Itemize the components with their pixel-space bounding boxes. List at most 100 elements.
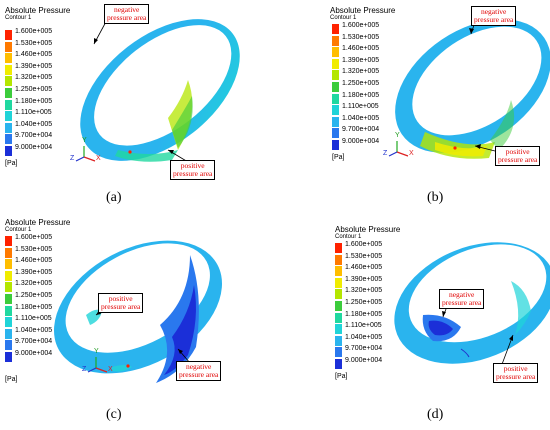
legend-swatch	[5, 352, 12, 362]
legend-tick-label: 9.700e+004	[15, 338, 53, 346]
legend-swatch	[332, 116, 339, 127]
legend-tick-label: 1.040e+005	[15, 120, 53, 128]
legend-swatch	[335, 347, 342, 358]
legend-tick-label: 1.530e+005	[15, 245, 53, 253]
legend-tick-label: 1.530e+005	[15, 39, 53, 47]
legend-swatch	[5, 247, 12, 258]
legend-tick-label: 1.390e+005	[342, 56, 380, 64]
legend-swatch	[5, 305, 12, 316]
axis-label-z: Z	[383, 150, 388, 157]
legend-title: Absolute Pressure	[335, 225, 401, 234]
callout-positive-pressure: positive pressure area	[98, 293, 144, 313]
axes-triad	[388, 141, 409, 157]
legend-swatch	[335, 324, 342, 335]
legend-tick-label: 1.600e+005	[342, 22, 380, 29]
legend-tick-label: 1.180e+005	[15, 303, 53, 311]
legend-swatch	[335, 289, 342, 300]
legend-tick-label: 1.530e+005	[342, 33, 380, 41]
panel-d: Absolute Pressure Contour 1 [Pa] negativ…	[275, 215, 550, 430]
callout-positive-pressure: positive pressure area	[170, 160, 216, 180]
ring-contour-plot	[395, 19, 550, 159]
panel-caption: (d)	[427, 407, 444, 422]
axis-label-y: Y	[395, 132, 400, 139]
panel-caption: (b)	[427, 190, 444, 205]
legend-tick-label: 1.320e+005	[342, 68, 380, 76]
legend-swatch	[5, 99, 12, 110]
legend-tick-label: 1.250e+005	[345, 299, 383, 306]
legend-swatch	[335, 243, 342, 253]
legend-swatch	[332, 24, 339, 34]
legend-tick-label: 1.460e+005	[342, 45, 380, 53]
legend-swatch	[332, 47, 339, 58]
legend-swatch	[5, 236, 12, 246]
legend-title: Absolute Pressure	[330, 6, 396, 15]
legend-tick-label: 1.180e+005	[345, 310, 383, 318]
legend-tick-label: 1.180e+005	[342, 91, 380, 99]
legend-tick-label: 1.040e+005	[345, 333, 383, 341]
axes-triad	[75, 146, 96, 162]
axis-label-y: Y	[82, 137, 87, 144]
legend-tick-label: 1.110e+005	[342, 103, 379, 111]
legend-tick-label: 1.530e+005	[345, 252, 383, 260]
legend-tick-label: 1.040e+005	[15, 326, 53, 334]
legend-tick-label: 9.700e+004	[345, 345, 383, 353]
legend-swatch	[5, 64, 12, 75]
legend-swatch	[5, 282, 12, 293]
legend-tick-label: 1.110e+005	[15, 109, 52, 117]
legend-tick-label: 1.390e+005	[345, 275, 383, 283]
panel-caption: (a)	[106, 190, 122, 205]
legend-tick-label: 1.110e+005	[345, 322, 382, 330]
panel-c: Absolute Pressure Contour 1 [Pa] Y X Z p…	[0, 215, 275, 430]
legend-swatch	[5, 134, 12, 145]
legend-swatch	[335, 312, 342, 323]
legend-tick-label: 1.600e+005	[345, 241, 383, 248]
legend-swatch	[5, 122, 12, 133]
legend-tick-label: 9.000e+004	[15, 144, 53, 151]
callout-negative-pressure: negative pressure area	[439, 289, 485, 309]
callout-negative-pressure: negative pressure area	[104, 4, 150, 24]
legend-swatch	[5, 76, 12, 87]
legend-tick-label: 1.460e+005	[345, 264, 383, 272]
callout-positive-pressure: positive pressure area	[495, 146, 541, 166]
legend-swatch	[5, 111, 12, 122]
legend-tick-label: 1.250e+005	[342, 80, 380, 87]
legend-swatch	[332, 58, 339, 69]
legend-swatch	[5, 53, 12, 64]
legend-swatch	[332, 82, 339, 92]
legend-tick-label: 9.700e+004	[342, 126, 380, 134]
legend-tick-label: 1.320e+005	[15, 74, 53, 82]
legend-swatch	[335, 266, 342, 277]
legend-swatch	[5, 328, 12, 339]
panel-b: Absolute Pressure Contour 1 [Pa] Y X Z n…	[275, 0, 550, 215]
legend-tick-label: 9.700e+004	[15, 132, 53, 140]
legend-title: Absolute Pressure	[5, 6, 71, 15]
legend-tick-label: 9.000e+004	[345, 357, 383, 364]
legend-unit: [Pa]	[5, 160, 18, 167]
panel-a: Absolute Pressure Contour 1 [Pa] Y X Z n…	[0, 0, 275, 215]
legend-swatch	[5, 317, 12, 328]
axis-label-z: Z	[70, 155, 75, 162]
callout-positive-pressure: positive pressure area	[493, 363, 539, 383]
legend-subtitle: Contour 1	[5, 227, 32, 233]
legend-swatch	[332, 128, 339, 139]
legend-tick-label: 1.390e+005	[15, 62, 53, 70]
legend-tick-label: 1.250e+005	[15, 292, 53, 299]
legend-tick-label: 1.320e+005	[345, 287, 383, 295]
legend-swatch	[332, 70, 339, 81]
legend-tick-label: 1.320e+005	[15, 280, 53, 288]
legend-tick-label: 9.000e+004	[342, 138, 380, 145]
legend-tick-label: 1.390e+005	[15, 268, 53, 276]
callout-arrows	[442, 300, 514, 368]
legend-swatch	[5, 41, 12, 52]
legend-swatch	[335, 335, 342, 346]
legend-swatch	[332, 93, 339, 104]
legend-tick-label: 1.600e+005	[15, 28, 53, 35]
legend-swatch	[335, 277, 342, 288]
callout-negative-pressure: negative pressure area	[176, 361, 222, 381]
axis-label-y: Y	[94, 348, 99, 355]
legend-swatch	[5, 146, 12, 156]
legend-tick-label: 1.460e+005	[15, 51, 53, 59]
legend-swatch	[332, 35, 339, 46]
legend-swatch	[5, 294, 12, 304]
legend-unit: [Pa]	[332, 154, 345, 161]
